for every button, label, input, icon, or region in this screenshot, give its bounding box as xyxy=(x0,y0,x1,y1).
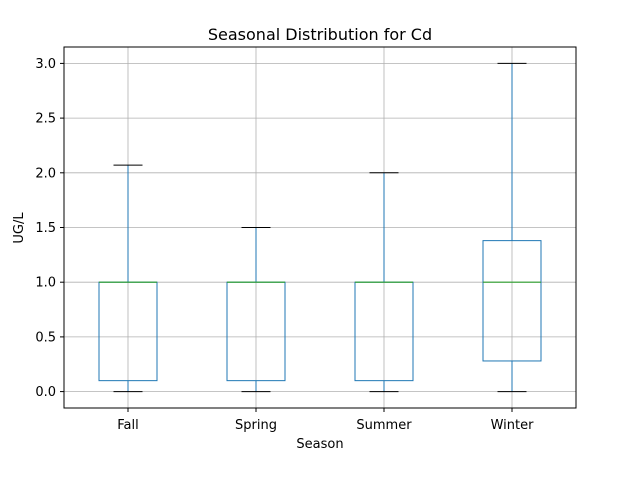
iqr-box xyxy=(482,240,542,362)
box-winter xyxy=(482,62,542,393)
y-tick-label: 2.5 xyxy=(35,112,56,127)
x-tick-label: Winter xyxy=(491,418,535,433)
y-tick-label: 1.5 xyxy=(35,221,56,236)
grid-lines xyxy=(64,47,576,408)
chart-title: Seasonal Distribution for Cd xyxy=(208,25,432,44)
boxes-group xyxy=(98,62,542,393)
y-tick-label: 1.0 xyxy=(35,276,56,291)
y-tick-label: 2.0 xyxy=(35,166,56,181)
x-tick-label: Summer xyxy=(356,418,412,433)
x-axis-label: Season xyxy=(296,437,343,452)
box-summer xyxy=(354,172,414,393)
x-axis-ticks: Fall Spring Summer Winter xyxy=(117,408,534,433)
y-axis-label: UG/L xyxy=(12,212,27,244)
box-spring xyxy=(226,227,286,393)
y-tick-label: 3.0 xyxy=(35,57,56,72)
x-tick-label: Spring xyxy=(235,418,277,433)
y-tick-label: 0.0 xyxy=(35,385,56,400)
y-axis-ticks: 0.0 0.5 1.0 1.5 2.0 2.5 3.0 xyxy=(35,57,64,400)
x-tick-label: Fall xyxy=(117,418,138,433)
box-fall xyxy=(98,164,158,393)
y-tick-label: 0.5 xyxy=(35,330,56,345)
